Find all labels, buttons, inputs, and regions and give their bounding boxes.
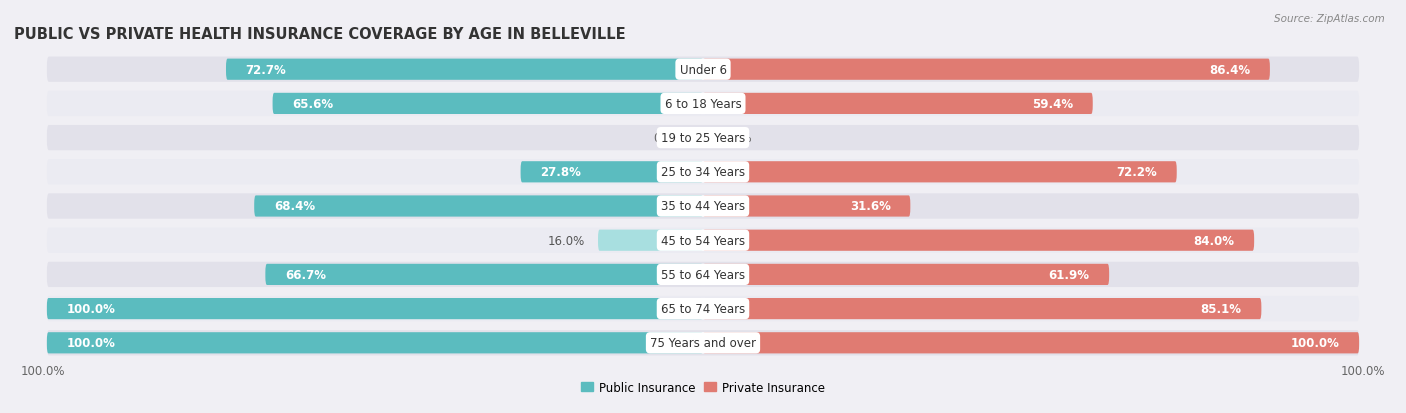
Text: 19 to 25 Years: 19 to 25 Years xyxy=(661,132,745,145)
FancyBboxPatch shape xyxy=(703,230,1254,251)
FancyBboxPatch shape xyxy=(703,59,1270,81)
FancyBboxPatch shape xyxy=(703,264,1109,285)
Text: 27.8%: 27.8% xyxy=(540,166,581,179)
Text: 65 to 74 Years: 65 to 74 Years xyxy=(661,302,745,316)
Text: 59.4%: 59.4% xyxy=(1032,97,1073,111)
FancyBboxPatch shape xyxy=(46,194,1360,219)
FancyBboxPatch shape xyxy=(266,264,703,285)
Text: 100.0%: 100.0% xyxy=(66,337,115,349)
Text: 75 Years and over: 75 Years and over xyxy=(650,337,756,349)
Text: 45 to 54 Years: 45 to 54 Years xyxy=(661,234,745,247)
FancyBboxPatch shape xyxy=(703,298,1261,319)
Text: 86.4%: 86.4% xyxy=(1209,64,1250,76)
Legend: Public Insurance, Private Insurance: Public Insurance, Private Insurance xyxy=(576,376,830,399)
FancyBboxPatch shape xyxy=(226,59,703,81)
Text: 100.0%: 100.0% xyxy=(66,302,115,316)
Text: PUBLIC VS PRIVATE HEALTH INSURANCE COVERAGE BY AGE IN BELLEVILLE: PUBLIC VS PRIVATE HEALTH INSURANCE COVER… xyxy=(14,26,626,41)
FancyBboxPatch shape xyxy=(46,126,1360,151)
FancyBboxPatch shape xyxy=(46,92,1360,117)
Text: 16.0%: 16.0% xyxy=(548,234,585,247)
Text: 61.9%: 61.9% xyxy=(1049,268,1090,281)
Text: 68.4%: 68.4% xyxy=(274,200,315,213)
Text: 0.0%: 0.0% xyxy=(654,132,683,145)
Text: 25 to 34 Years: 25 to 34 Years xyxy=(661,166,745,179)
FancyBboxPatch shape xyxy=(46,332,703,354)
Text: Source: ZipAtlas.com: Source: ZipAtlas.com xyxy=(1274,14,1385,24)
Text: 72.7%: 72.7% xyxy=(246,64,287,76)
Text: Under 6: Under 6 xyxy=(679,64,727,76)
FancyBboxPatch shape xyxy=(703,196,910,217)
Text: 72.2%: 72.2% xyxy=(1116,166,1157,179)
FancyBboxPatch shape xyxy=(46,298,703,319)
Text: 55 to 64 Years: 55 to 64 Years xyxy=(661,268,745,281)
FancyBboxPatch shape xyxy=(520,162,703,183)
FancyBboxPatch shape xyxy=(703,94,1092,115)
Text: 100.0%: 100.0% xyxy=(21,364,65,377)
Text: 85.1%: 85.1% xyxy=(1201,302,1241,316)
FancyBboxPatch shape xyxy=(598,230,703,251)
FancyBboxPatch shape xyxy=(273,94,703,115)
FancyBboxPatch shape xyxy=(46,296,1360,321)
FancyBboxPatch shape xyxy=(703,332,1360,354)
FancyBboxPatch shape xyxy=(46,160,1360,185)
FancyBboxPatch shape xyxy=(46,57,1360,83)
FancyBboxPatch shape xyxy=(46,262,1360,287)
Text: 100.0%: 100.0% xyxy=(1291,337,1340,349)
Text: 66.7%: 66.7% xyxy=(285,268,326,281)
FancyBboxPatch shape xyxy=(46,330,1360,356)
Text: 100.0%: 100.0% xyxy=(1341,364,1385,377)
Text: 35 to 44 Years: 35 to 44 Years xyxy=(661,200,745,213)
FancyBboxPatch shape xyxy=(254,196,703,217)
Text: 84.0%: 84.0% xyxy=(1194,234,1234,247)
Text: 0.0%: 0.0% xyxy=(723,132,752,145)
FancyBboxPatch shape xyxy=(46,228,1360,253)
Text: 31.6%: 31.6% xyxy=(849,200,890,213)
Text: 6 to 18 Years: 6 to 18 Years xyxy=(665,97,741,111)
FancyBboxPatch shape xyxy=(703,162,1177,183)
Text: 65.6%: 65.6% xyxy=(292,97,333,111)
